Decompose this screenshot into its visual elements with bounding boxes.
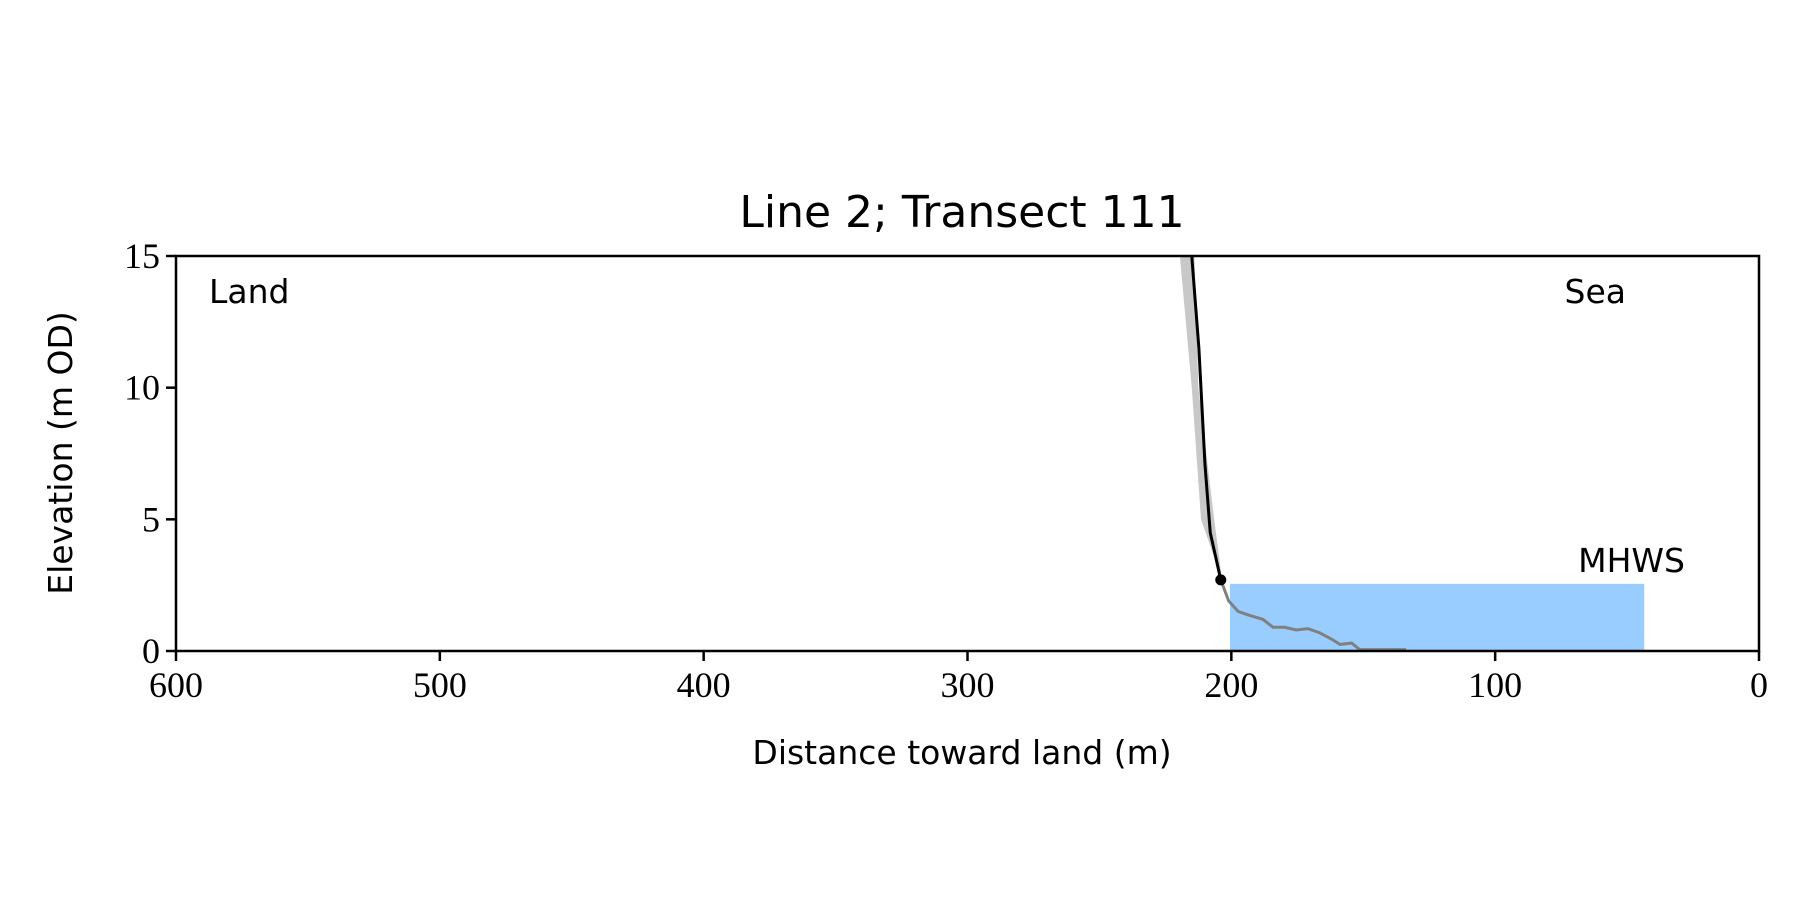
x-tick-label: 600 (149, 665, 203, 705)
chart-title: Line 2; Transect 111 (739, 187, 1184, 238)
x-tick-label: 200 (1204, 665, 1258, 705)
land-label: Land (209, 272, 289, 311)
sea-label: Sea (1565, 272, 1626, 311)
y-tick-label: 0 (142, 631, 160, 671)
envelope-band (1179, 256, 1223, 580)
y-tick-label: 10 (124, 368, 160, 408)
x-tick-label: 0 (1750, 665, 1768, 705)
mhws-area (1230, 583, 1645, 651)
profile-line (1219, 579, 1406, 652)
x-tick-label: 500 (413, 665, 467, 705)
y-tick-label: 5 (142, 499, 160, 539)
cliff-toe-point (1215, 574, 1227, 586)
y-tick-label: 15 (124, 236, 160, 276)
x-tick-label: 400 (677, 665, 731, 705)
mhws-label: MHWS (1578, 541, 1685, 580)
profile-line (1190, 255, 1223, 581)
x-axis-label: Distance toward land (m) (752, 733, 1171, 772)
y-axis-label: Elevation (m OD) (41, 311, 80, 595)
x-tick-label: 300 (941, 665, 995, 705)
x-tick-label: 100 (1468, 665, 1522, 705)
